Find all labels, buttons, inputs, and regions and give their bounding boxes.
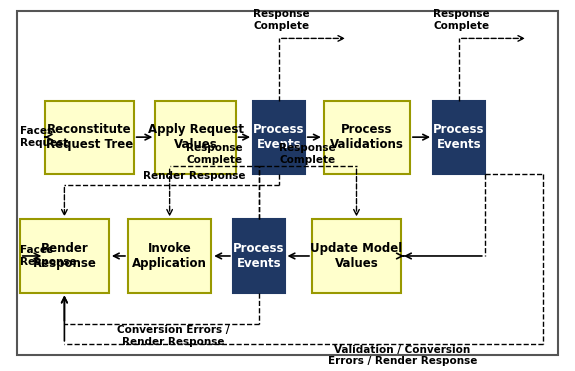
Text: Process
Events: Process Events [233, 242, 285, 270]
Text: Render
Response: Render Response [32, 242, 97, 270]
Text: Process
Events: Process Events [433, 123, 485, 151]
Text: Render Response: Render Response [143, 171, 246, 181]
Bar [233, 219, 285, 293]
Text: Response
Complete: Response Complete [254, 9, 310, 31]
Text: Response
Complete: Response Complete [434, 9, 490, 31]
Bar [45, 101, 133, 174]
Text: Faces
Response: Faces Response [20, 245, 76, 267]
Bar [324, 101, 410, 174]
Text: Invoke
Application: Invoke Application [132, 242, 207, 270]
Text: Faces
Request: Faces Request [20, 127, 68, 148]
Text: Conversion Errors /
Render Response: Conversion Errors / Render Response [117, 325, 229, 347]
Text: Response
Complete: Response Complete [279, 143, 336, 165]
Text: Process
Events: Process Events [253, 123, 305, 151]
Bar [155, 101, 236, 174]
Text: Update Model
Values: Update Model Values [310, 242, 402, 270]
Text: Process
Validations: Process Validations [330, 123, 404, 151]
Bar [253, 101, 305, 174]
Text: Response
Complete: Response Complete [186, 143, 243, 165]
Bar [20, 219, 109, 293]
Text: Apply Request
Values: Apply Request Values [148, 123, 243, 151]
Bar [128, 219, 211, 293]
Bar [312, 219, 401, 293]
Text: Validation / Conversion
Errors / Render Response: Validation / Conversion Errors / Render … [328, 345, 477, 367]
Text: Reconstitute
Request Tree: Reconstitute Request Tree [45, 123, 133, 151]
Bar [433, 101, 485, 174]
